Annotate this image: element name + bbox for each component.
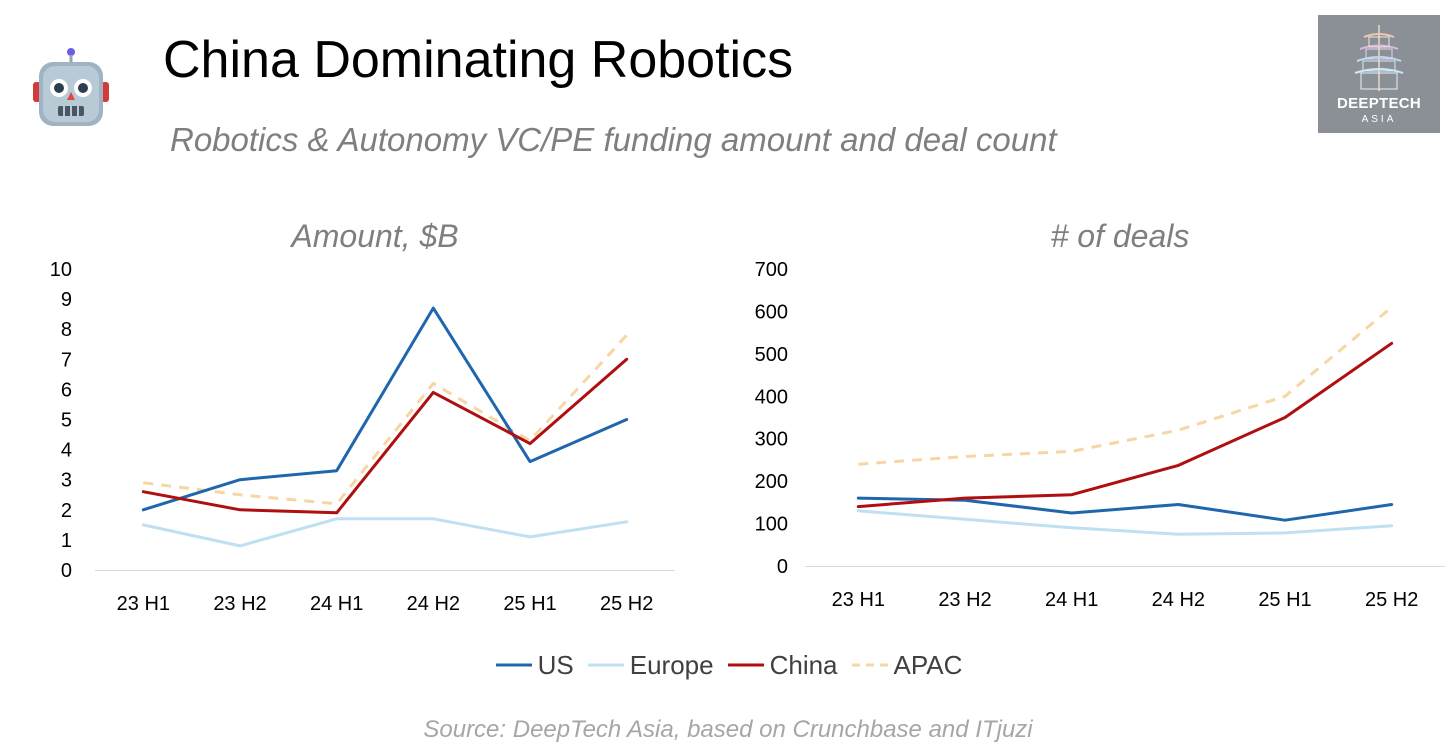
y-tick-label: 700: [755, 259, 788, 281]
legend-swatch: [851, 663, 888, 667]
y-tick-label: 4: [61, 440, 72, 462]
series-line-apac: [143, 334, 628, 506]
x-tick-label: 25 H1: [503, 593, 556, 615]
pagoda-icon: [1354, 25, 1404, 91]
series-line-us: [141, 306, 629, 512]
x-tick-label: 25 H2: [1365, 589, 1418, 611]
y-tick-label: 8: [61, 319, 72, 341]
series-line-china: [856, 341, 1394, 509]
x-tick-label: 24 H2: [1152, 589, 1205, 611]
legend-item-apac: APAC: [850, 649, 963, 681]
y-tick-label: 600: [755, 301, 788, 323]
legend-item-us: US: [494, 650, 574, 681]
y-tick-label: 500: [755, 344, 788, 366]
series-line-apac: [858, 306, 1393, 466]
legend-item-china: China: [726, 650, 838, 681]
x-tick-label: 24 H1: [310, 593, 363, 615]
series-line-china: [141, 357, 629, 515]
x-tick-label: 25 H1: [1258, 589, 1311, 611]
y-tick-label: 3: [61, 470, 72, 492]
y-tick-label: 300: [755, 429, 788, 451]
x-tick-label: 23 H2: [938, 589, 991, 611]
x-tick-label: 23 H2: [213, 593, 266, 615]
legend-item-europe: Europe: [586, 650, 714, 681]
y-tick-label: 10: [50, 259, 72, 281]
legend-label: Europe: [629, 649, 714, 680]
page-title: China Dominating Robotics: [163, 31, 794, 89]
deeptech-asia-logo: DEEPTECH ASIA: [1318, 15, 1440, 133]
legend-label: US: [537, 649, 574, 680]
series-line-europe: [856, 509, 1394, 536]
series-line-europe: [141, 517, 629, 548]
x-tick-label: 24 H2: [407, 593, 460, 615]
legend-label: APAC: [893, 649, 963, 680]
y-tick-label: 100: [755, 514, 788, 536]
chart-title: Amount, $B: [289, 218, 458, 254]
y-tick-label: 1: [61, 530, 72, 552]
legend-swatch: [495, 663, 532, 667]
x-tick-label: 23 H1: [832, 589, 885, 611]
page-subtitle: Robotics & Autonomy VC/PE funding amount…: [170, 121, 1057, 158]
x-tick-label: 25 H2: [600, 593, 653, 615]
y-tick-label: 7: [61, 349, 72, 371]
y-tick-label: 400: [755, 386, 788, 408]
y-tick-label: 200: [755, 471, 788, 493]
logo-subname: ASIA: [1361, 114, 1397, 125]
y-tick-label: 2: [61, 500, 72, 522]
legend-swatch: [727, 663, 764, 667]
legend-label: China: [769, 649, 838, 680]
y-tick-label: 0: [61, 560, 72, 582]
y-tick-label: 6: [61, 379, 72, 401]
x-tick-label: 24 H1: [1045, 589, 1098, 611]
chart-title: # of deals: [1051, 218, 1190, 254]
deals-chart: # of deals 0 100 200 300 400 500 600 700 23 H1 23 …: [755, 218, 1445, 611]
legend-swatch: [587, 663, 624, 667]
amount-chart: Amount, $B 0 1 2 3 4 5 6 7 8 9 10 23 H1 23 H2 24 H1 24 …: [50, 218, 675, 615]
y-tick-label: 9: [61, 289, 72, 311]
y-tick-label: 5: [61, 410, 72, 432]
chart-legend: US Europe China APAC: [0, 645, 1456, 685]
source-note: Source: DeepTech Asia, based on Crunchba…: [423, 716, 1033, 743]
y-tick-label: 0: [777, 556, 788, 578]
robot-face-icon: [33, 48, 109, 126]
x-tick-label: 23 H1: [117, 593, 170, 615]
logo-name: DEEPTECH: [1336, 95, 1422, 112]
